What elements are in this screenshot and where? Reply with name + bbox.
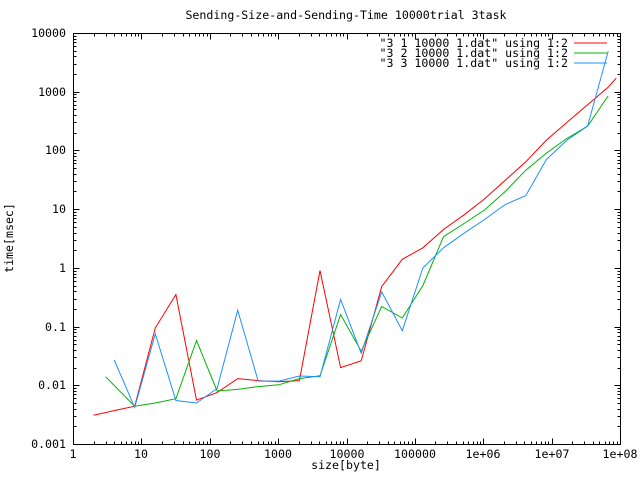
y-axis-label: time[msec] bbox=[2, 203, 16, 273]
y-tick-label: 0.001 bbox=[31, 437, 66, 451]
x-tick-label: 10 bbox=[134, 447, 148, 461]
x-tick-label: 1e+06 bbox=[466, 447, 501, 461]
y-tick-label: 10 bbox=[52, 202, 66, 216]
plot-border bbox=[73, 33, 621, 445]
y-tick-label: 100 bbox=[45, 143, 66, 157]
x-tick-label: 1e+07 bbox=[535, 447, 570, 461]
x-tick-label: 1 bbox=[70, 447, 77, 461]
legend-entry: "3 1 10000 1.dat" using 1:2 bbox=[380, 36, 607, 50]
legend-entry: "3 3 10000 1.dat" using 1:2 bbox=[380, 56, 607, 70]
y-tick-label: 10000 bbox=[31, 26, 66, 40]
series-line-3 bbox=[113, 51, 609, 409]
legend-entry: "3 2 10000 1.dat" using 1:2 bbox=[380, 46, 607, 60]
series-line-1 bbox=[93, 77, 617, 416]
x-tick-label: 1000 bbox=[264, 447, 292, 461]
x-tick-label: 100 bbox=[200, 447, 221, 461]
y-tick-label: 1000 bbox=[38, 85, 66, 99]
y-tick-label: 0.01 bbox=[38, 378, 66, 392]
legend-label-series1: "3 1 10000 1.dat" using 1:2 bbox=[380, 36, 568, 50]
y-tick-label: 1 bbox=[59, 261, 66, 275]
legend-label-series3: "3 3 10000 1.dat" using 1:2 bbox=[380, 56, 568, 70]
x-axis-label: size[byte] bbox=[311, 458, 381, 472]
x-tick-label: 100000 bbox=[394, 447, 436, 461]
chart-title: Sending-Size-and-Sending-Time 10000trial… bbox=[185, 8, 506, 22]
legend: "3 1 10000 1.dat" using 1:2 "3 2 10000 1… bbox=[380, 36, 607, 70]
legend-label-series2: "3 2 10000 1.dat" using 1:2 bbox=[380, 46, 568, 60]
x-tick-label: 10000 bbox=[330, 447, 365, 461]
x-tick-label: 1e+08 bbox=[603, 447, 638, 461]
chart-dynamic-layer: 1 10 100 1000 10000 100000 1e+06 1e+07 1e+08 0.00… bbox=[31, 26, 637, 461]
y-tick-label: 0.1 bbox=[45, 320, 66, 334]
series-line-2 bbox=[105, 95, 609, 407]
